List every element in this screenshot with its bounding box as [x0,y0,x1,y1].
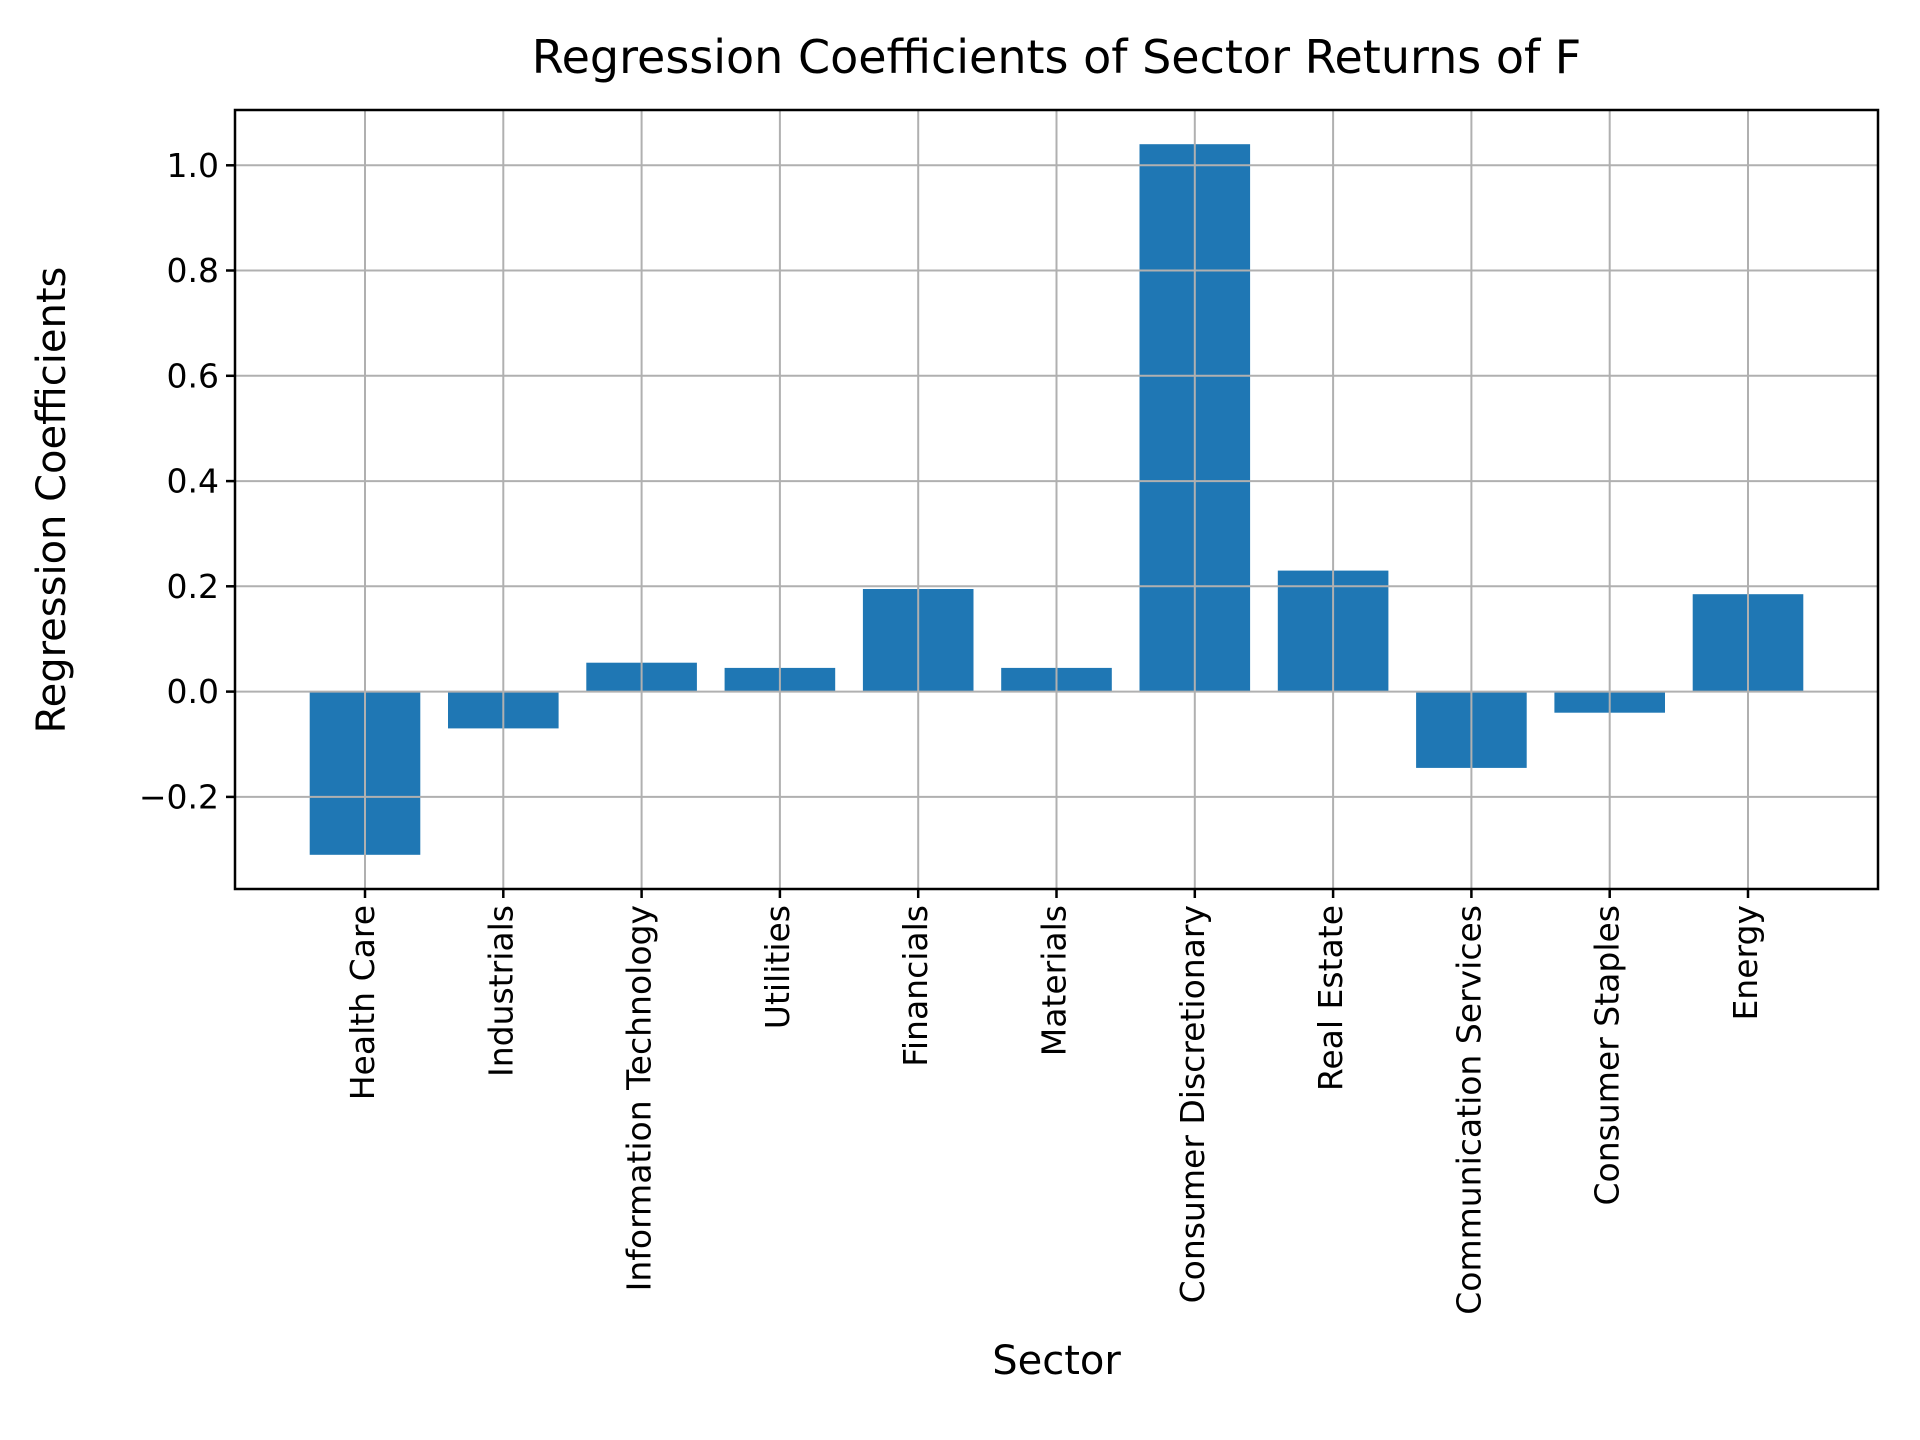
x-tick-label: Utilities [758,905,797,1029]
x-axis-label: Sector [992,1338,1121,1384]
y-tick-label: −0.2 [139,777,219,816]
x-tick-label: Financials [896,905,935,1067]
x-tick-label: Energy [1726,905,1765,1021]
x-tick-label: Real Estate [1311,905,1350,1091]
y-tick-label: 1.0 [167,146,219,185]
y-axis-label: Regression Coefficients [29,266,75,734]
chart-title: Regression Coefficients of Sector Return… [531,30,1582,84]
y-tick-label: 0.4 [167,462,219,501]
x-tick-label: Information Technology [620,905,659,1291]
x-tick-label: Health Care [343,905,382,1100]
y-tick-label: 0.0 [167,672,219,711]
x-tick-label: Communication Services [1449,905,1488,1315]
x-tick-label: Industrials [481,905,520,1077]
x-tick-label: Consumer Staples [1588,905,1627,1205]
x-tick-label: Materials [1035,905,1074,1056]
y-tick-label: 0.6 [167,356,219,395]
y-tick-label: 0.2 [167,567,219,606]
y-tick-label: 0.8 [167,251,219,290]
x-tick-label: Consumer Discretionary [1173,905,1212,1303]
